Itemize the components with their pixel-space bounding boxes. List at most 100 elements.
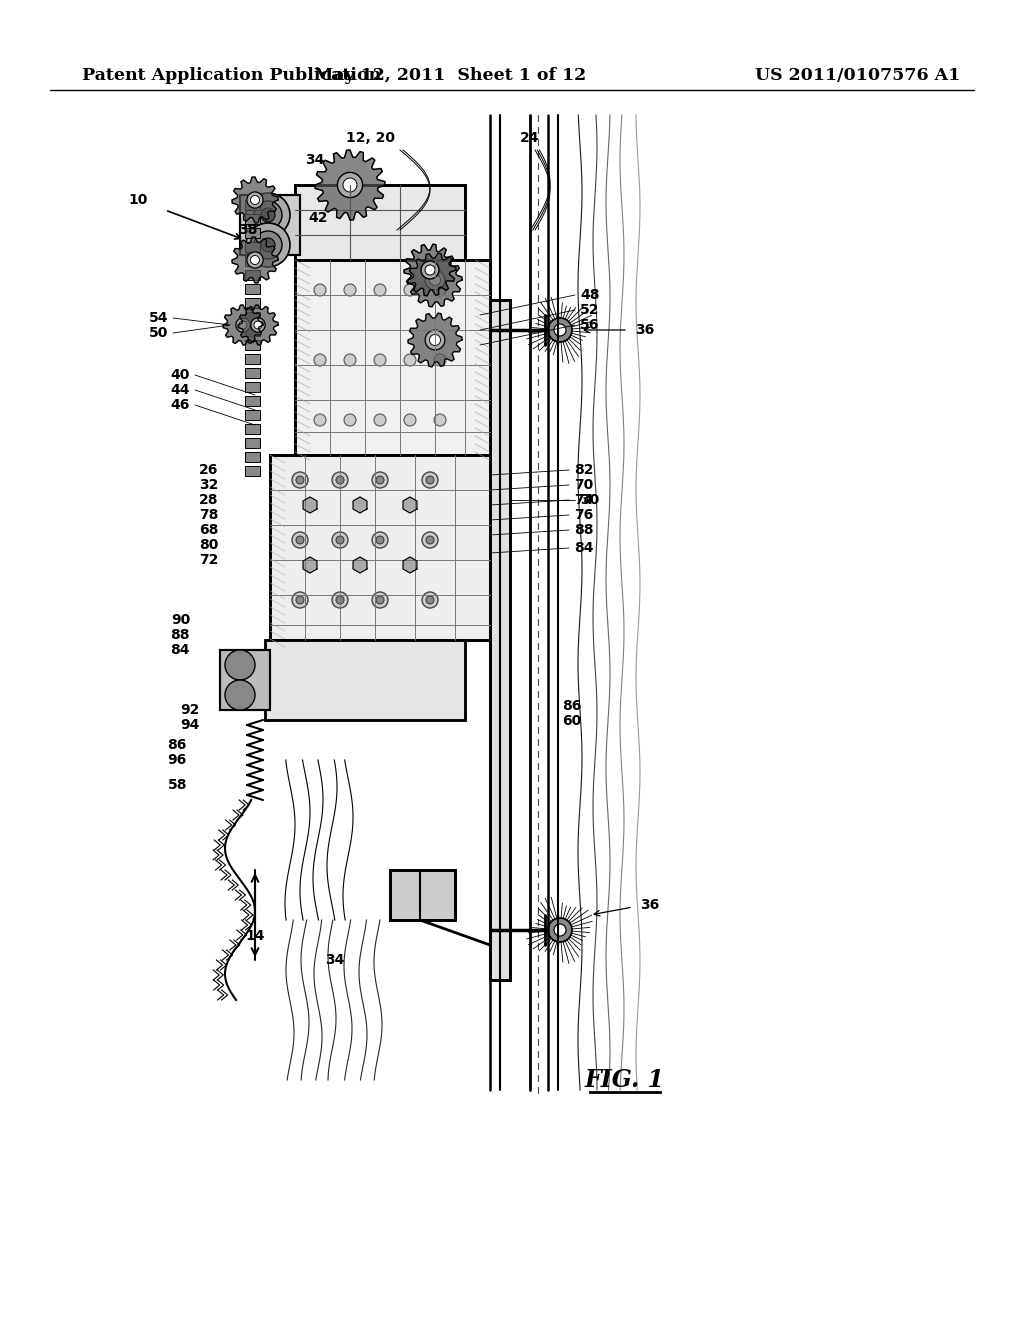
Bar <box>490 300 510 979</box>
Circle shape <box>429 275 440 285</box>
Bar <box>270 455 490 640</box>
Text: 94: 94 <box>180 718 200 733</box>
Circle shape <box>426 597 434 605</box>
Circle shape <box>314 284 326 296</box>
Bar <box>245 284 260 294</box>
Circle shape <box>376 477 384 484</box>
Bar <box>490 300 510 979</box>
Circle shape <box>434 414 446 426</box>
Bar <box>295 260 490 455</box>
Text: 36: 36 <box>635 323 654 337</box>
Circle shape <box>246 193 290 238</box>
Bar <box>245 451 260 462</box>
Text: 92: 92 <box>180 704 200 717</box>
Text: 88: 88 <box>171 628 190 642</box>
Text: 68: 68 <box>199 523 218 537</box>
Circle shape <box>344 284 356 296</box>
Polygon shape <box>232 177 278 223</box>
Text: 82: 82 <box>574 463 594 477</box>
Circle shape <box>429 334 440 346</box>
Bar <box>245 242 260 252</box>
Circle shape <box>261 209 275 222</box>
Circle shape <box>254 321 262 329</box>
Polygon shape <box>408 253 462 306</box>
Polygon shape <box>404 244 456 296</box>
Text: 30: 30 <box>580 492 599 507</box>
Text: 90: 90 <box>171 612 190 627</box>
Text: 86: 86 <box>562 700 582 713</box>
Circle shape <box>314 414 326 426</box>
Circle shape <box>374 284 386 296</box>
Circle shape <box>336 536 344 544</box>
Text: 86: 86 <box>168 738 187 752</box>
Circle shape <box>332 473 348 488</box>
Bar <box>245 466 260 477</box>
Polygon shape <box>353 498 367 513</box>
Polygon shape <box>403 557 417 573</box>
Circle shape <box>548 318 572 342</box>
Bar <box>295 185 465 260</box>
Text: 70: 70 <box>574 478 593 492</box>
Text: 44: 44 <box>171 383 190 397</box>
Polygon shape <box>315 150 385 220</box>
Circle shape <box>246 223 290 267</box>
Circle shape <box>404 354 416 366</box>
Circle shape <box>421 261 439 279</box>
Text: 78: 78 <box>199 508 218 521</box>
Circle shape <box>554 924 566 936</box>
Text: 84: 84 <box>574 541 594 554</box>
Text: US 2011/0107576 A1: US 2011/0107576 A1 <box>755 66 961 83</box>
Text: 40: 40 <box>171 368 190 381</box>
Text: 10: 10 <box>129 193 148 207</box>
Circle shape <box>225 680 255 710</box>
Circle shape <box>404 284 416 296</box>
Circle shape <box>247 191 263 209</box>
Text: 96: 96 <box>168 752 187 767</box>
Bar <box>245 256 260 267</box>
Text: 84: 84 <box>171 643 190 657</box>
Bar <box>245 228 260 238</box>
Circle shape <box>251 256 259 264</box>
Bar <box>220 649 270 710</box>
Circle shape <box>422 473 438 488</box>
Bar <box>245 271 260 280</box>
Circle shape <box>372 532 388 548</box>
Text: 48: 48 <box>580 288 599 302</box>
Text: 38: 38 <box>239 223 258 238</box>
Text: 80: 80 <box>199 539 218 552</box>
Text: 28: 28 <box>199 492 218 507</box>
Circle shape <box>374 354 386 366</box>
Bar <box>245 411 260 420</box>
Polygon shape <box>408 313 462 367</box>
Text: 58: 58 <box>168 777 187 792</box>
Circle shape <box>236 318 250 333</box>
Bar <box>245 214 260 224</box>
Text: FIG. 1: FIG. 1 <box>585 1068 665 1092</box>
Circle shape <box>376 597 384 605</box>
Text: 46: 46 <box>171 399 190 412</box>
Polygon shape <box>223 305 263 345</box>
Bar <box>390 870 455 920</box>
Bar <box>245 298 260 308</box>
Bar <box>295 185 465 260</box>
Bar <box>245 201 260 210</box>
Text: 34: 34 <box>305 153 325 168</box>
Bar <box>245 381 260 392</box>
Bar <box>245 354 260 364</box>
Polygon shape <box>303 498 317 513</box>
Polygon shape <box>403 498 417 513</box>
Text: 52: 52 <box>580 304 599 317</box>
Bar <box>240 195 300 255</box>
Circle shape <box>548 917 572 942</box>
Circle shape <box>292 591 308 609</box>
Polygon shape <box>303 557 317 573</box>
Circle shape <box>296 477 304 484</box>
Circle shape <box>426 477 434 484</box>
Circle shape <box>251 318 265 333</box>
Text: 54: 54 <box>148 312 168 325</box>
Text: May 12, 2011  Sheet 1 of 12: May 12, 2011 Sheet 1 of 12 <box>314 66 586 83</box>
Text: 74: 74 <box>574 492 593 507</box>
Circle shape <box>225 649 255 680</box>
Text: 56: 56 <box>580 318 599 333</box>
Circle shape <box>292 473 308 488</box>
